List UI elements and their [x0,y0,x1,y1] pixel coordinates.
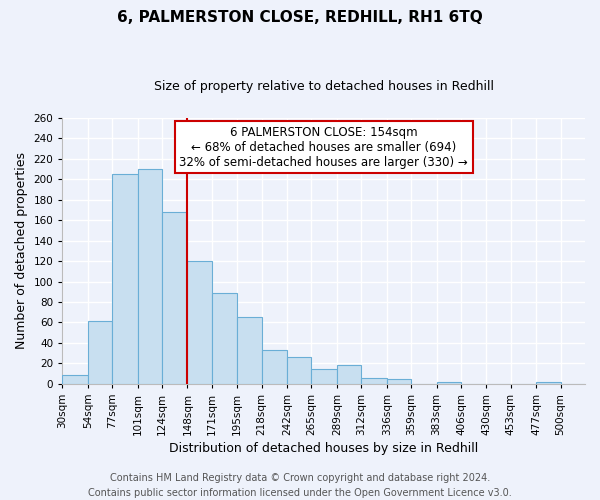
X-axis label: Distribution of detached houses by size in Redhill: Distribution of detached houses by size … [169,442,478,455]
Text: 6, PALMERSTON CLOSE, REDHILL, RH1 6TQ: 6, PALMERSTON CLOSE, REDHILL, RH1 6TQ [117,10,483,25]
Bar [437,382,461,384]
Text: Contains HM Land Registry data © Crown copyright and database right 2024.
Contai: Contains HM Land Registry data © Crown c… [88,472,512,498]
Title: Size of property relative to detached houses in Redhill: Size of property relative to detached ho… [154,80,494,93]
Bar [387,379,411,384]
Bar [62,374,88,384]
Bar [337,366,361,384]
Bar [361,378,387,384]
Y-axis label: Number of detached properties: Number of detached properties [15,152,28,350]
Text: 6 PALMERSTON CLOSE: 154sqm
← 68% of detached houses are smaller (694)
32% of sem: 6 PALMERSTON CLOSE: 154sqm ← 68% of deta… [179,126,468,169]
Bar [88,322,112,384]
Bar [112,174,137,384]
Bar [237,318,262,384]
Bar [162,212,187,384]
Bar [287,358,311,384]
Bar [212,293,237,384]
Bar [311,368,337,384]
Bar [187,261,212,384]
Bar [536,382,560,384]
Bar [262,350,287,384]
Bar [137,169,162,384]
